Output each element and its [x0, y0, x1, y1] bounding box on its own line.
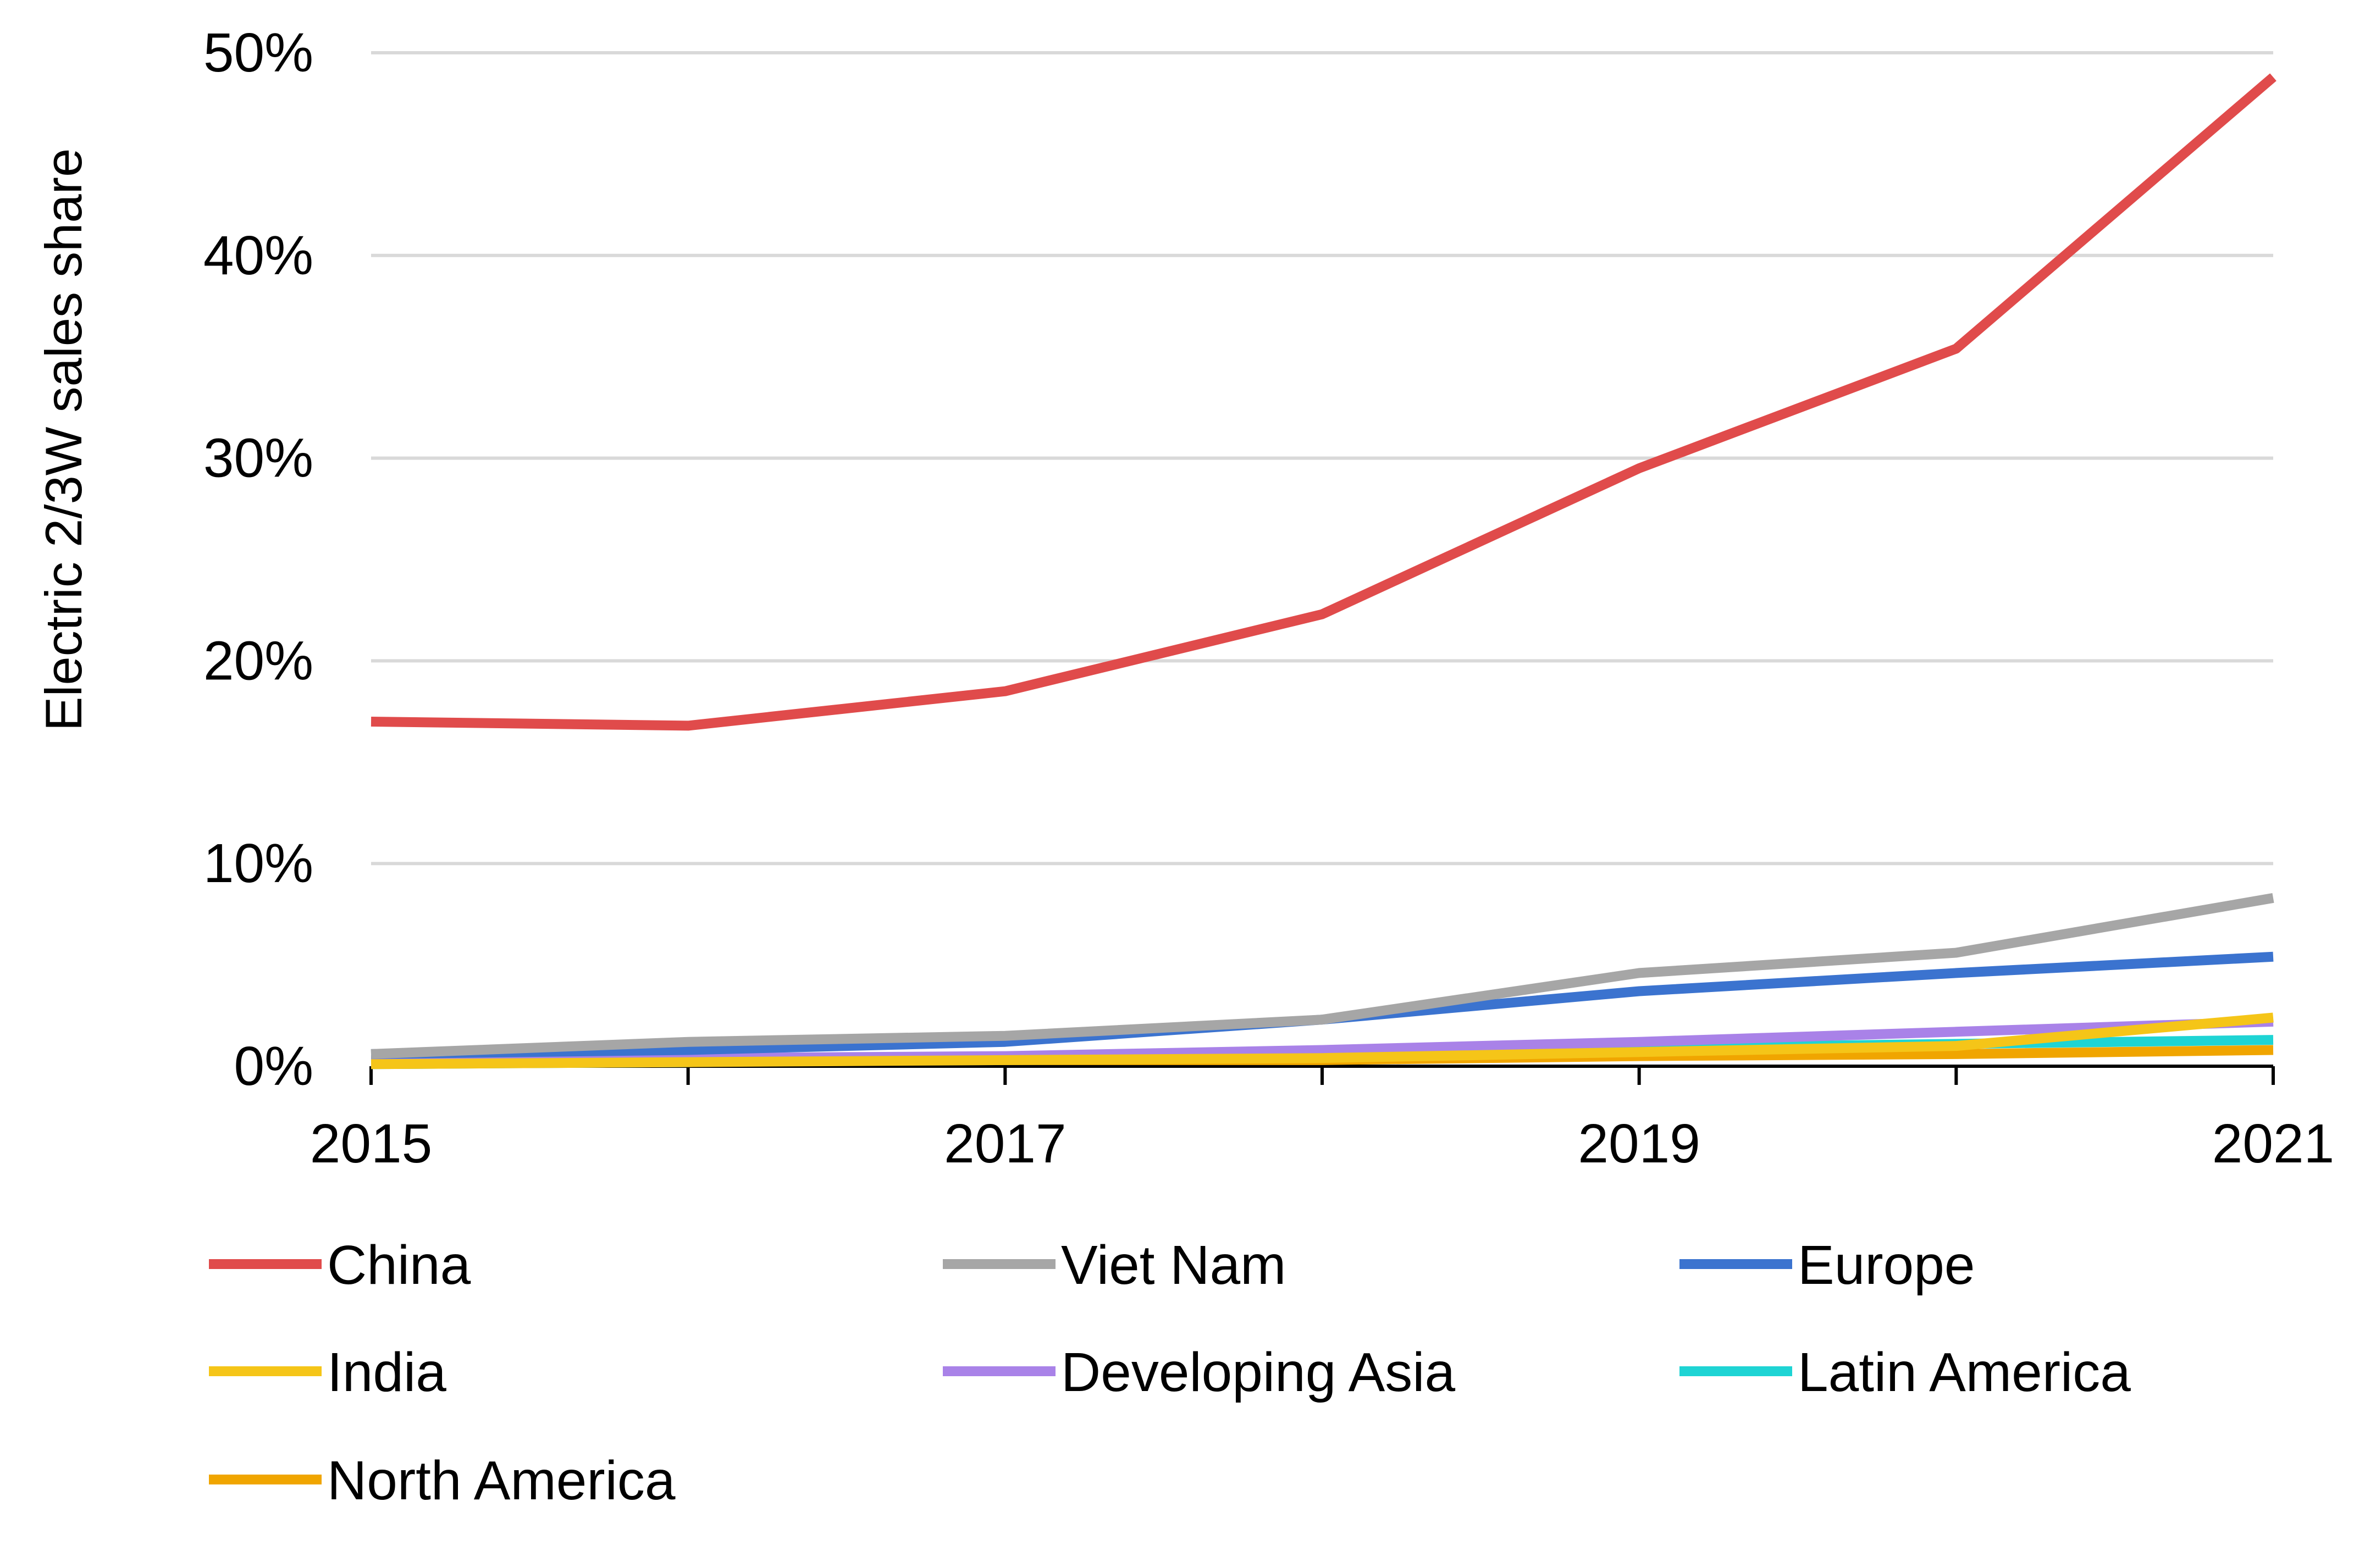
series-line-viet-nam — [371, 893, 2274, 1059]
legend: China Viet Nam Europe India Developing Asia L… — [209, 1234, 2131, 1511]
x-tick-label: 2021 — [2212, 1113, 2334, 1174]
legend-label-viet-nam: Viet Nam — [1061, 1234, 1286, 1296]
x-tick-label: 2017 — [944, 1113, 1066, 1174]
y-axis-title: Electric 2/3W sales share — [35, 148, 92, 731]
legend-label-china: China — [327, 1234, 471, 1296]
x-tick-label: 2019 — [1578, 1113, 1700, 1174]
x-tick-label: 2015 — [310, 1113, 432, 1174]
series-line-india — [371, 1012, 2274, 1070]
series-line-china — [371, 73, 2276, 731]
legend-label-developing-asia: Developing Asia — [1061, 1342, 1456, 1403]
y-tick-label: 40% — [203, 225, 313, 286]
gridlines — [371, 51, 2273, 866]
series-lines — [371, 73, 2276, 1070]
y-tick-label: 10% — [203, 833, 313, 894]
legend-label-india: India — [327, 1342, 446, 1403]
axes: 0% 10% 20% 30% 40% 50% 2015 2017 2019 2021 — [203, 22, 2334, 1174]
y-tick-label: 0% — [234, 1035, 313, 1097]
y-tick-label: 50% — [203, 22, 313, 84]
y-tick-label: 20% — [203, 630, 313, 691]
legend-label-latin-america: Latin America — [1798, 1342, 2131, 1403]
y-tick-label: 30% — [203, 428, 313, 489]
legend-label-europe: Europe — [1798, 1234, 1975, 1296]
legend-label-north-america: North America — [327, 1450, 676, 1511]
